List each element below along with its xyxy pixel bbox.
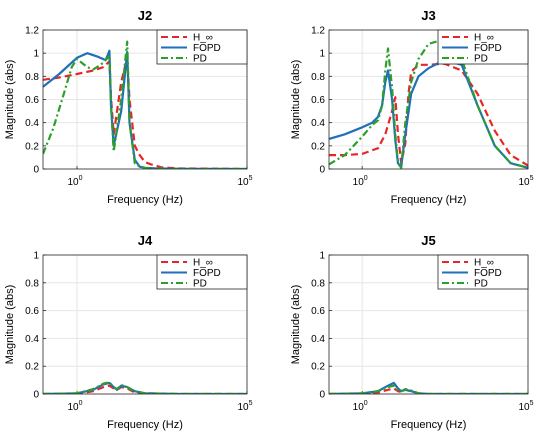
y-tick-label: 0.4	[311, 334, 325, 345]
legend-label: H_∞	[474, 258, 494, 269]
y-tick-label: 0.2	[25, 362, 39, 373]
x-tick-label: 100	[353, 175, 368, 188]
legend-label: FOPD	[193, 43, 221, 54]
legend-label: H_∞	[193, 33, 213, 44]
y-tick-label: 0.4	[25, 118, 39, 129]
y-tick-label: 0	[319, 390, 325, 401]
y-tick-label: 0.8	[25, 72, 39, 83]
x-tick-label: 105	[518, 400, 533, 413]
y-tick-label: 1	[33, 251, 39, 262]
axes-frame	[328, 254, 529, 395]
chart-title: J3	[421, 8, 435, 23]
x-axis-label: Frequency (Hz)	[107, 194, 183, 206]
y-tick-label: 0	[319, 165, 325, 176]
series-line-pd	[43, 381, 247, 394]
y-tick-label: 1	[319, 49, 325, 60]
legend-label: FOPD	[474, 268, 502, 279]
panel-j2: 0 0.2 0.4 0.6 0.8 1 1.2 100 105 J2 Frequency (Hz) M…	[4, 8, 253, 206]
legend-label: FOPD	[474, 43, 502, 54]
x-tick-label: 105	[237, 400, 252, 413]
legend-label: PD	[474, 279, 488, 290]
series-line-hinf	[329, 387, 528, 394]
axes-frame	[42, 29, 248, 170]
x-tick-label: 100	[67, 400, 82, 413]
legend-label: PD	[193, 54, 207, 65]
x-axis-label: Frequency (Hz)	[107, 419, 183, 431]
legend-label: H_∞	[193, 258, 213, 269]
legend-label: PD	[474, 54, 488, 65]
y-tick-label: 0.2	[25, 141, 39, 152]
chart-title: J5	[421, 233, 435, 248]
x-axis-label: Frequency (Hz)	[391, 419, 467, 431]
y-tick-label: 0.8	[25, 278, 39, 289]
panel-j3: 0 0.2 0.4 0.6 0.8 1 1.2 100 105 J3 Frequency (Hz) M…	[290, 8, 534, 206]
y-tick-label: 0.8	[311, 72, 325, 83]
y-tick-label: 0.6	[25, 306, 39, 317]
y-tick-label: 0.4	[311, 118, 325, 129]
chart-title: J4	[138, 233, 153, 248]
x-tick-label: 100	[67, 175, 82, 188]
y-tick-label: 0.6	[311, 306, 325, 317]
y-tick-label: 0.2	[311, 141, 325, 152]
x-tick-label: 100	[353, 400, 368, 413]
axes-frame	[328, 29, 529, 170]
chart-title: J2	[138, 8, 152, 23]
axes-frame	[42, 254, 248, 395]
y-tick-label: 1	[33, 49, 39, 60]
y-axis-label: Magnitude (abs)	[4, 285, 16, 365]
legend-label: PD	[193, 279, 207, 290]
x-axis-label: Frequency (Hz)	[391, 194, 467, 206]
y-axis-label: Magnitude (abs)	[4, 60, 16, 140]
series-line-pd	[329, 384, 528, 394]
y-tick-label: 0	[33, 165, 39, 176]
y-tick-label: 0.8	[311, 278, 325, 289]
x-tick-label: 105	[237, 175, 252, 188]
y-tick-label: 0	[33, 390, 39, 401]
series-line-hinf	[43, 384, 247, 394]
y-tick-label: 0.6	[311, 95, 325, 106]
panel-j4: 0 0.2 0.4 0.6 0.8 1 100 105 J4 Frequency (Hz) Magn…	[4, 233, 253, 431]
series-line-pd	[43, 40, 247, 169]
series-line-pd	[329, 38, 528, 169]
y-tick-label: 0.2	[311, 362, 325, 373]
y-tick-label: 1.2	[311, 26, 325, 37]
y-tick-label: 0.4	[25, 334, 39, 345]
y-tick-label: 0.6	[25, 95, 39, 106]
y-axis-label: Magnitude (abs)	[290, 60, 302, 140]
y-tick-label: 1.2	[25, 26, 39, 37]
y-tick-label: 1	[319, 251, 325, 262]
legend-label: H_∞	[474, 33, 494, 44]
panel-j5: 0 0.2 0.4 0.6 0.8 1 100 105 J5 Frequency (Hz) Magn…	[290, 233, 534, 431]
y-axis-label: Magnitude (abs)	[290, 285, 302, 365]
legend-label: FOPD	[193, 268, 221, 279]
x-tick-label: 105	[518, 175, 533, 188]
